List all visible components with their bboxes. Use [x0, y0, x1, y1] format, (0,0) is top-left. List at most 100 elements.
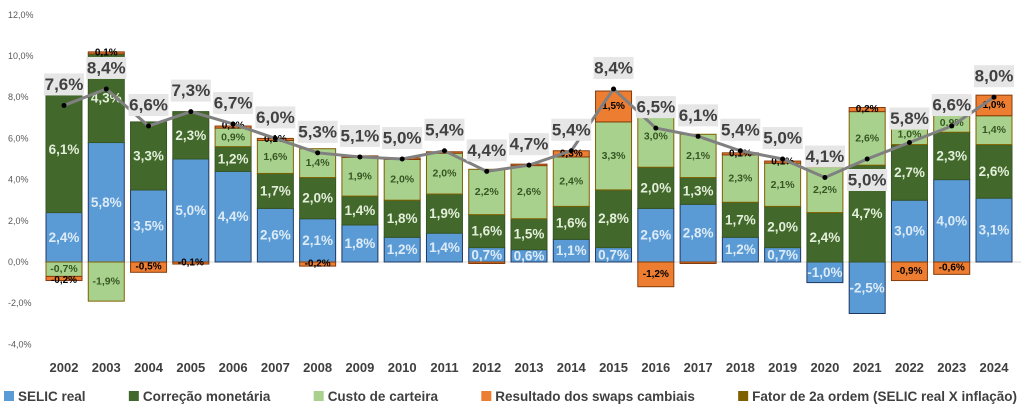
- total-marker: [568, 148, 574, 154]
- bar-segment: [890, 261, 928, 282]
- x-tick-label: 2021: [853, 360, 882, 375]
- bar-segment: [975, 197, 1013, 263]
- bar-segment-label: 2,0%: [767, 219, 798, 234]
- bar-segment-label: 0,2%: [856, 104, 879, 115]
- total-label: 6,1%: [679, 106, 718, 125]
- total-label-bg: [720, 118, 761, 141]
- total-label-bg: [382, 127, 423, 149]
- bar-segment: [848, 107, 886, 113]
- bar-segment: [468, 261, 506, 264]
- x-tick-label: 2010: [388, 360, 417, 375]
- x-tick-label: 2008: [303, 360, 332, 375]
- bar-segment-label: -0,5%: [135, 262, 161, 273]
- bar-segment: [45, 275, 83, 282]
- bar-segment-label: 2,4%: [49, 230, 80, 245]
- bar-segment-label: 0,7%: [471, 247, 502, 262]
- bar-segment-label: 2,2%: [475, 186, 500, 198]
- bar-segment-label: 2,7%: [894, 165, 925, 180]
- total-label: 6,7%: [214, 93, 253, 112]
- x-tick-label: 2019: [768, 360, 797, 375]
- total-marker: [611, 86, 617, 92]
- bar-segment-label: 1,9%: [348, 171, 373, 183]
- bar-segment: [806, 212, 844, 263]
- bar-segment-label: 1,2%: [725, 242, 756, 257]
- bar-segment: [87, 142, 125, 263]
- total-label: 5,1%: [341, 126, 380, 145]
- legend-label: Correção monetária: [143, 389, 271, 404]
- bar-segment-label: 2,4%: [559, 176, 584, 188]
- bar-segment-label: 1,3%: [683, 183, 714, 198]
- bar-segment-label: 2,0%: [302, 191, 333, 206]
- bar-segment-label: 1,9%: [429, 206, 460, 221]
- y-tick-label: 0,0%: [8, 257, 29, 267]
- total-label: 5,0%: [383, 129, 422, 148]
- bar-segment: [383, 236, 421, 263]
- total-marker: [399, 156, 405, 162]
- total-label: 5,4%: [425, 120, 464, 139]
- y-tick-label: 12,0%: [8, 10, 34, 20]
- total-marker: [61, 102, 67, 108]
- x-tick-label: 2005: [176, 360, 205, 375]
- x-tick-label: 2018: [726, 360, 755, 375]
- bar-segment: [299, 177, 337, 220]
- bar-segment-label: 2,1%: [302, 233, 333, 248]
- total-marker: [949, 123, 955, 129]
- bar-segment-label: 1,7%: [725, 212, 756, 227]
- bar-segment-label: 0,7%: [767, 247, 798, 262]
- bar-segment-label: 1,0%: [897, 128, 922, 140]
- bar-segment: [341, 224, 379, 263]
- bar-segment-label: 2,3%: [728, 173, 753, 185]
- y-tick-label: 10,0%: [8, 51, 34, 61]
- bar-segment: [425, 232, 463, 263]
- bar-segment-label: 2,3%: [936, 148, 967, 163]
- total-label-bg: [255, 106, 296, 129]
- total-label-bg: [509, 133, 549, 156]
- x-tick-label: 2002: [50, 360, 79, 375]
- legend-swatch: [313, 391, 324, 401]
- total-label: 4,7%: [510, 135, 549, 154]
- bar-segment: [299, 261, 337, 267]
- total-label-bg: [974, 65, 1014, 88]
- x-tick-label: 2007: [261, 360, 290, 375]
- bar-segment: [933, 261, 971, 275]
- bar-segment-label: 1,4%: [345, 203, 376, 218]
- x-tick-label: 2023: [937, 360, 966, 375]
- bar-segment-label: 3,0%: [644, 130, 669, 142]
- y-tick-label: 2,0%: [8, 216, 29, 226]
- total-label: 8,0%: [975, 67, 1014, 86]
- bar-segment: [552, 205, 590, 240]
- total-label: 5,0%: [763, 129, 802, 148]
- bar-segment-label: 1,7%: [260, 183, 291, 198]
- total-label: 7,3%: [171, 81, 210, 100]
- total-label-bg: [128, 94, 169, 117]
- bar-segment-label: 1,6%: [556, 215, 587, 230]
- bar-segment: [383, 199, 421, 238]
- total-label-bg: [213, 91, 254, 114]
- bar-segment-label: 2,2%: [813, 184, 838, 196]
- bar-segment-label: -0,6%: [939, 263, 965, 274]
- bar-segment-label: 1,2%: [218, 152, 249, 167]
- bar-segment: [256, 207, 294, 263]
- bar-segment: [721, 154, 759, 203]
- total-label: 4,1%: [806, 147, 845, 166]
- bar-segment: [256, 172, 294, 209]
- legend-swatch: [738, 391, 749, 401]
- total-label-bg: [86, 56, 127, 79]
- bar-segment-label: 2,0%: [390, 174, 415, 186]
- total-label-bg: [297, 120, 338, 143]
- bar-segment: [172, 261, 210, 265]
- bar-segment: [130, 121, 168, 191]
- total-label-bg: [593, 56, 634, 79]
- total-label: 7,6%: [45, 75, 84, 94]
- total-label-bg: [44, 73, 84, 96]
- bar-segment: [552, 156, 590, 207]
- bar-segment-label: 2,0%: [432, 167, 457, 179]
- total-label-bg: [847, 169, 888, 191]
- legend-swatch: [128, 391, 139, 401]
- bar-segment-label: 1,8%: [345, 236, 376, 251]
- bar-segment-label: 1,2%: [387, 242, 418, 257]
- bar-segment-label: -0,7%: [50, 263, 78, 275]
- total-label: 5,3%: [298, 122, 337, 141]
- bar-segment-label: 0,3%: [560, 148, 583, 159]
- bar-segment-label: 2,8%: [598, 211, 629, 226]
